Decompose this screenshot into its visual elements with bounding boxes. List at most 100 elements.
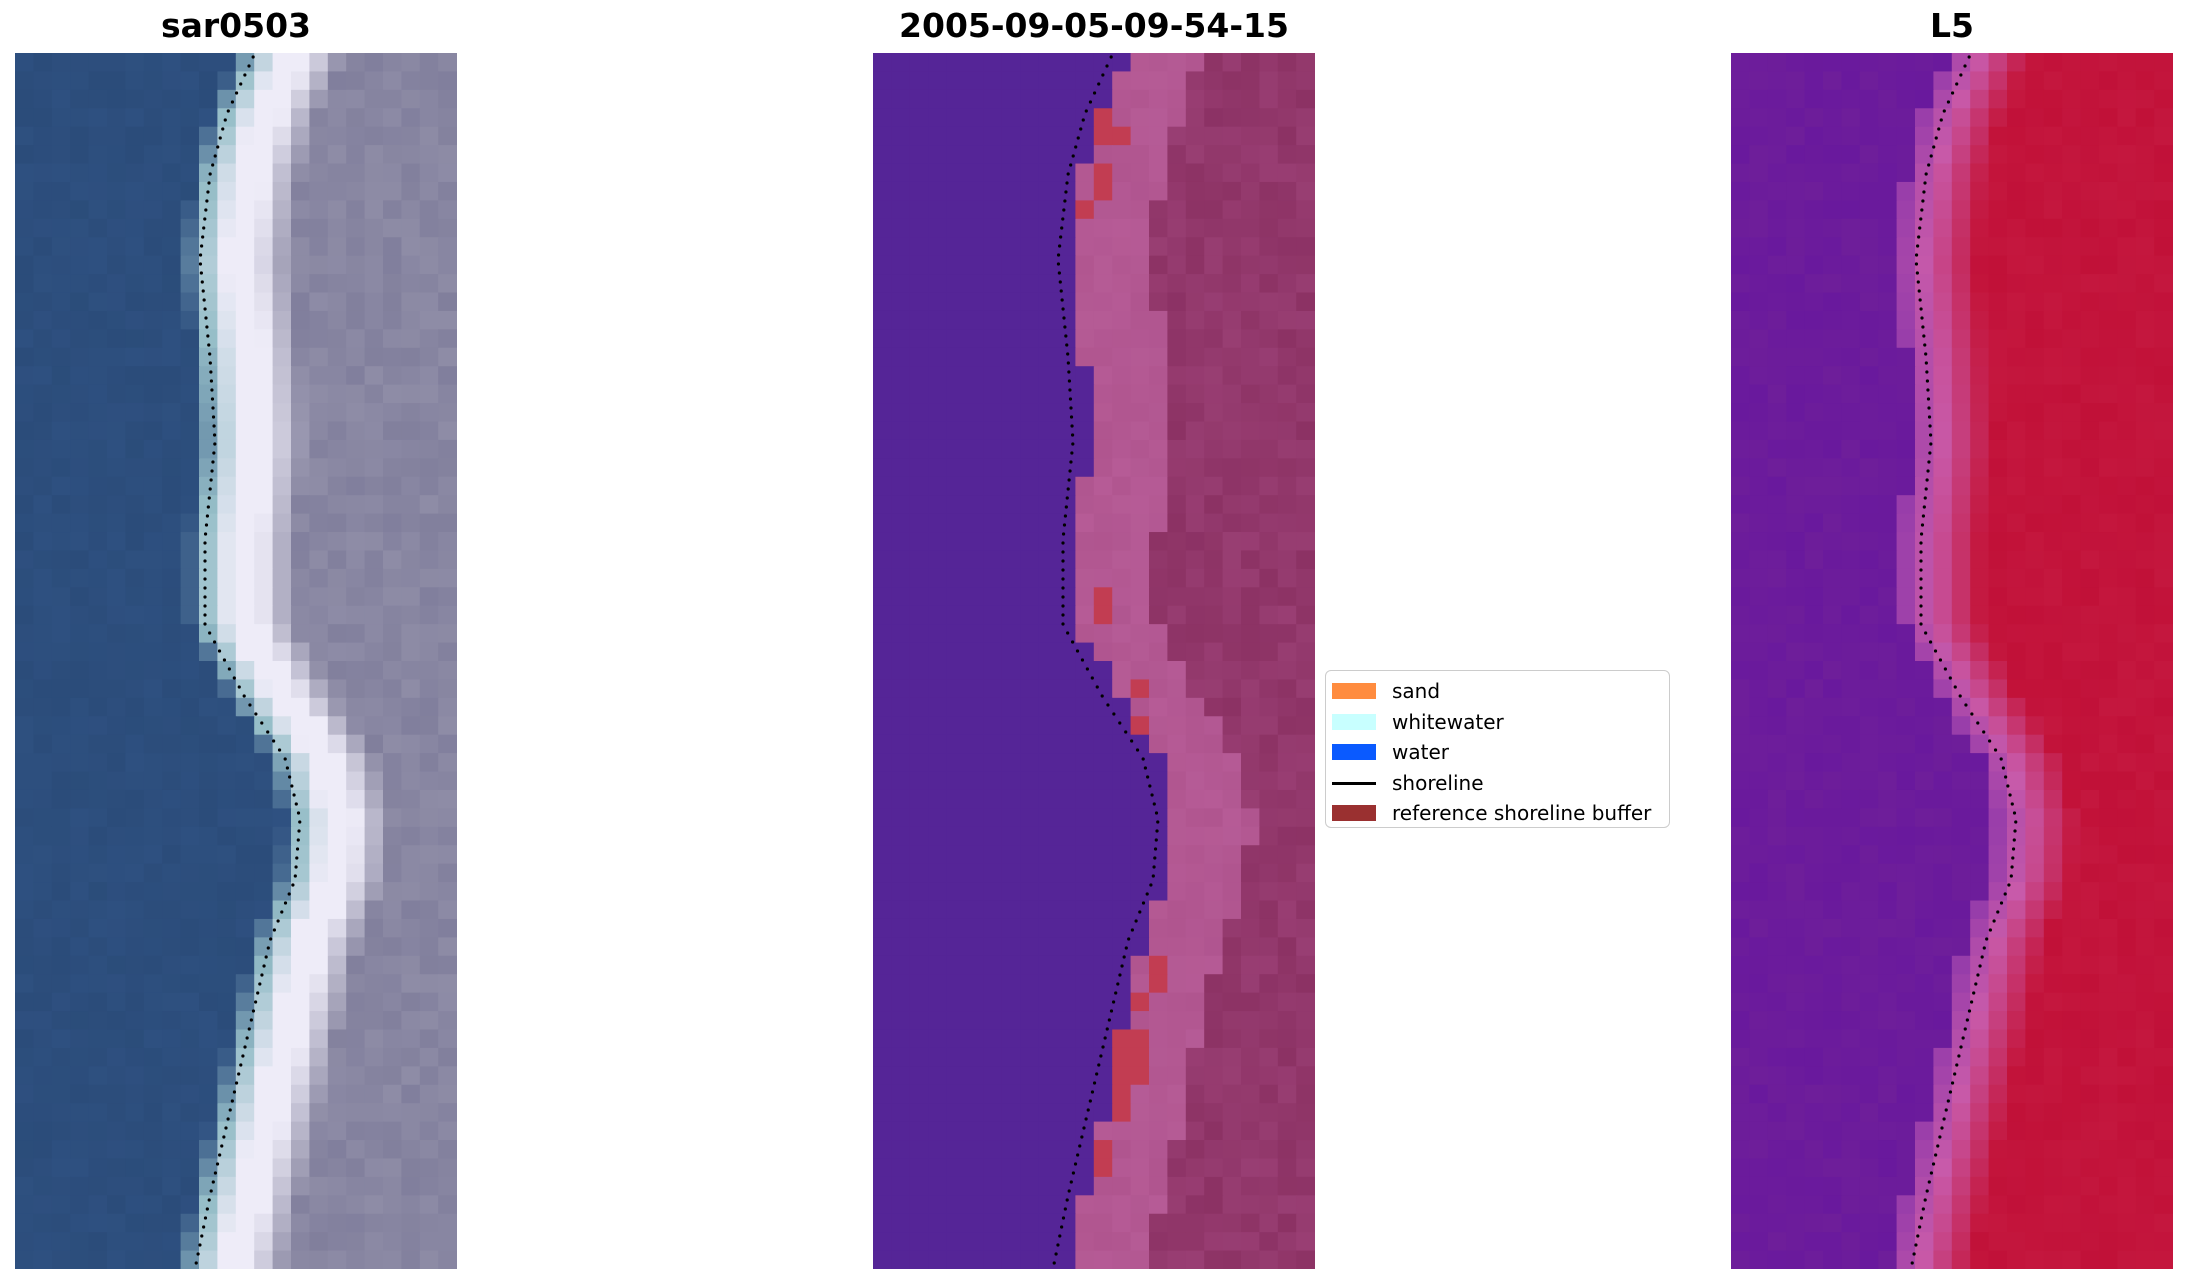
- ndwi-pixel: [1786, 310, 1806, 330]
- rgb-pixel: [143, 1029, 163, 1049]
- ndwi-pixel: [1767, 679, 1787, 699]
- class-pixel: [873, 1250, 892, 1269]
- ndwi-pixel: [1841, 661, 1861, 681]
- rgb-pixel: [217, 1158, 237, 1178]
- class-pixel: [1038, 863, 1058, 883]
- ndwi-pixel: [2154, 532, 2173, 552]
- class-pixel: [1130, 992, 1150, 1012]
- class-pixel: [1130, 734, 1150, 754]
- rgb-pixel: [254, 1250, 274, 1269]
- rgb-pixel: [162, 771, 182, 791]
- class-pixel: [1259, 1158, 1279, 1178]
- class-pixel: [873, 439, 892, 459]
- rgb-pixel: [180, 568, 200, 588]
- class-pixel: [1112, 532, 1132, 552]
- rgb-pixel: [419, 918, 439, 938]
- class-pixel: [909, 1176, 929, 1196]
- ndwi-pixel: [1749, 366, 1769, 386]
- rgb-pixel: [162, 1084, 182, 1104]
- rgb-pixel: [235, 679, 255, 699]
- rgb-pixel: [346, 495, 366, 515]
- rgb-pixel: [125, 697, 145, 717]
- rgb-pixel: [272, 918, 292, 938]
- class-pixel: [1259, 845, 1279, 865]
- ndwi-pixel: [1804, 789, 1824, 809]
- rgb-pixel: [309, 661, 329, 681]
- ndwi-pixel: [2080, 495, 2100, 515]
- ndwi-pixel: [1841, 108, 1861, 128]
- rgb-pixel: [383, 218, 402, 238]
- class-pixel: [1057, 1011, 1076, 1031]
- rgb-pixel: [419, 1084, 439, 1104]
- rgb-pixel: [180, 310, 200, 330]
- ndwi-pixel: [1731, 1232, 1750, 1252]
- rgb-pixel: [364, 734, 384, 754]
- class-pixel: [928, 789, 948, 809]
- ndwi-pixel: [1749, 1121, 1769, 1141]
- rgb-pixel: [180, 1084, 200, 1104]
- class-pixel: [1222, 550, 1242, 570]
- ndwi-pixel: [1823, 1029, 1842, 1049]
- ndwi-pixel: [1841, 1103, 1861, 1123]
- ndwi-pixel: [2025, 532, 2045, 552]
- class-pixel: [1241, 163, 1260, 183]
- ndwi-pixel: [2025, 955, 2045, 975]
- class-pixel: [1167, 53, 1187, 73]
- rgb-pixel: [15, 1158, 34, 1178]
- rgb-pixel: [438, 1084, 457, 1104]
- rgb-pixel: [291, 53, 310, 73]
- class-pixel: [1222, 403, 1242, 423]
- rgb-pixel: [217, 1047, 237, 1067]
- ndwi-pixel: [2043, 1011, 2063, 1031]
- ndwi-pixel: [1731, 568, 1750, 588]
- class-pixel: [1020, 1250, 1040, 1269]
- ndwi-pixel: [1951, 882, 1971, 902]
- ndwi-pixel: [1878, 900, 1898, 920]
- rgb-pixel: [383, 771, 402, 791]
- class-pixel: [1296, 126, 1315, 146]
- rgb-pixel: [309, 237, 329, 257]
- ndwi-pixel: [1823, 1066, 1842, 1086]
- ndwi-pixel: [1988, 1195, 2008, 1215]
- rgb-pixel: [291, 476, 310, 496]
- rgb-pixel: [143, 218, 163, 238]
- ndwi-pixel: [1915, 900, 1934, 920]
- class-pixel: [909, 642, 929, 662]
- ndwi-pixel: [1731, 218, 1750, 238]
- ndwi-pixel: [2080, 955, 2100, 975]
- rgb-pixel: [272, 568, 292, 588]
- rgb-pixel: [346, 237, 366, 257]
- class-pixel: [1038, 734, 1058, 754]
- ndwi-pixel: [2025, 1195, 2045, 1215]
- rgb-pixel: [70, 1047, 90, 1067]
- ndwi-pixel: [2135, 274, 2155, 294]
- class-pixel: [1222, 771, 1242, 791]
- class-pixel: [1222, 274, 1242, 294]
- ndwi-pixel: [2080, 329, 2100, 349]
- class-pixel: [1112, 237, 1132, 257]
- rgb-pixel: [309, 1047, 329, 1067]
- ndwi-pixel: [2043, 366, 2063, 386]
- rgb-pixel: [107, 753, 126, 773]
- class-pixel: [1038, 274, 1058, 294]
- rgb-pixel: [346, 716, 366, 736]
- rgb-pixel: [291, 1029, 310, 1049]
- ndwi-pixel: [2099, 1158, 2118, 1178]
- class-pixel: [873, 808, 892, 828]
- ndwi-pixel: [1933, 679, 1953, 699]
- ndwi-pixel: [2135, 882, 2155, 902]
- class-pixel: [1001, 863, 1021, 883]
- ndwi-pixel: [1859, 53, 1879, 73]
- ndwi-pixel: [1915, 403, 1934, 423]
- class-pixel: [1038, 918, 1058, 938]
- ndwi-pixel: [1841, 1047, 1861, 1067]
- rgb-pixel: [88, 495, 108, 515]
- ndwi-pixel: [1915, 753, 1934, 773]
- ndwi-pixel: [1933, 808, 1953, 828]
- rgb-pixel: [235, 753, 255, 773]
- rgb-pixel: [235, 403, 255, 423]
- class-pixel: [1057, 550, 1076, 570]
- ndwi-pixel: [2099, 1250, 2118, 1269]
- rgb-pixel: [180, 513, 200, 533]
- class-pixel: [983, 716, 1003, 736]
